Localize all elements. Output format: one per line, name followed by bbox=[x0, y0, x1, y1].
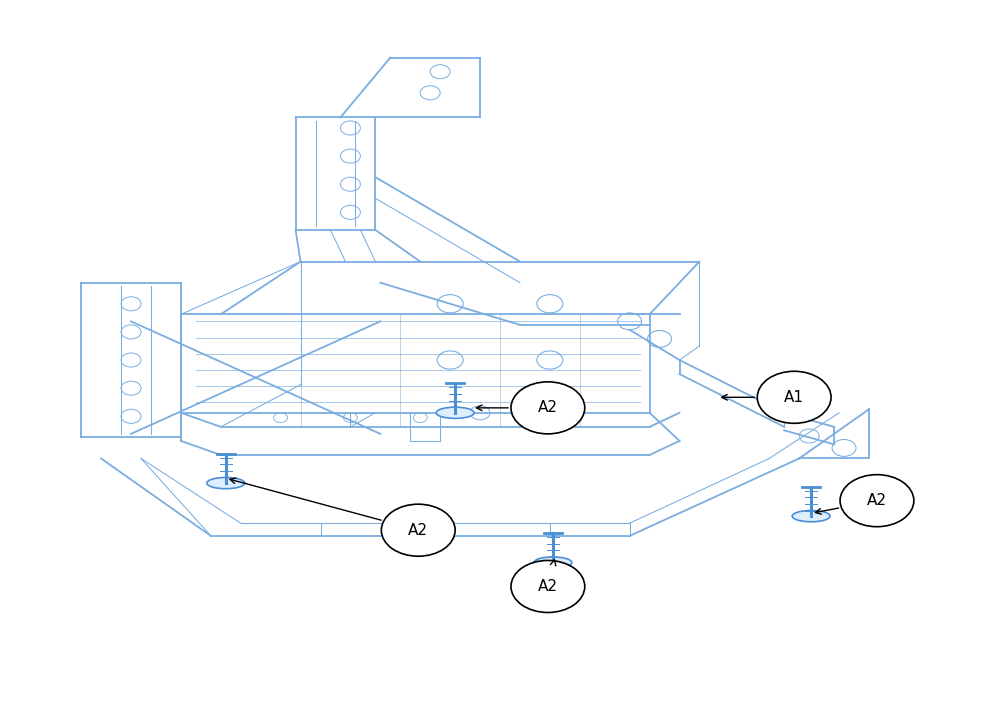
Ellipse shape bbox=[534, 557, 572, 568]
Circle shape bbox=[757, 371, 831, 424]
Circle shape bbox=[840, 474, 914, 527]
Text: A2: A2 bbox=[867, 493, 887, 508]
Text: A2: A2 bbox=[538, 579, 558, 594]
Text: A1: A1 bbox=[784, 390, 804, 405]
Circle shape bbox=[511, 561, 585, 613]
Circle shape bbox=[381, 504, 455, 556]
Ellipse shape bbox=[207, 477, 245, 489]
Ellipse shape bbox=[792, 510, 830, 522]
Text: A2: A2 bbox=[408, 522, 428, 538]
Text: A2: A2 bbox=[538, 400, 558, 415]
Ellipse shape bbox=[436, 407, 474, 419]
Circle shape bbox=[511, 382, 585, 434]
